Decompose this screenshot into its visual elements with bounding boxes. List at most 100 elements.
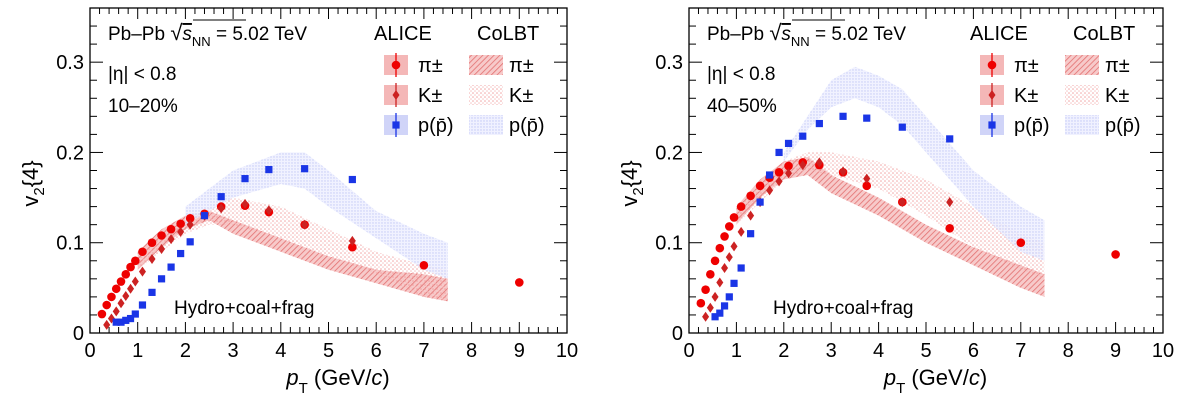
y-tick-label: 0.2 [56,142,84,164]
proton-point [784,139,793,148]
x-tick-label: 6 [371,340,382,362]
chart-panel-left: 0 1 2 3 4 5 6 7 8 9 10 0 0.1 0.2 0.3 pT (GeV/c) v2{4} Pb–… [18,7,578,397]
proton-point [112,318,120,326]
legend-model-label: π± [509,55,534,77]
model-band-pion [736,157,1045,297]
proton-point [815,119,823,128]
proton-point [148,288,156,296]
eta-cut-label: |η| < 0.8 [108,64,177,85]
kaon-point [898,197,906,208]
proton-point [737,264,745,272]
pion-point [774,168,784,177]
model-band-proton [185,152,448,279]
proton-point [200,212,209,220]
pion-point [784,161,793,171]
kaon-point [747,210,755,221]
legend-data-label: p(p̄) [418,115,454,137]
pion-point [715,243,725,253]
pion-point [945,223,954,233]
kaon-point [112,306,120,317]
proton-point [946,135,954,143]
model-label: Hydro+coal+frag [174,298,314,319]
legend-header-alice: ALICE [374,23,432,45]
model-band-kaon [137,197,448,302]
pion-point [696,298,706,308]
kaon-point [241,198,249,209]
x-tick-label: 8 [466,340,477,362]
kaon-point [725,252,733,263]
kaon-point [138,266,146,277]
legend-kaon-marker [988,90,996,100]
pion-point [121,270,131,279]
pion-point [176,219,185,229]
x-tick-label: 0 [84,340,95,362]
pion-point [185,214,195,223]
pion-point [729,213,739,222]
x-tick-label: 3 [228,340,239,362]
legend-data-label: π± [418,55,443,77]
y-tick-label: 0.2 [655,142,683,164]
pion-point [157,231,166,240]
legend-kaon-marker [392,90,400,100]
pion-point [116,277,126,286]
kaon-point [737,226,745,237]
proton-point [241,175,249,183]
legend-model-swatch [1065,115,1099,135]
legend-model-swatch [1065,55,1099,75]
x-tick-label: 3 [826,340,837,362]
model-label: Hydro+coal+frag [773,298,913,319]
kaon-point [946,197,954,208]
proton-point [301,165,309,173]
proton-point [898,123,906,131]
x-tick-label: 4 [275,340,286,362]
legend-header-colbt: CoLBT [1073,23,1135,45]
centrality-label: 40–50% [707,96,777,117]
chart-panel-right: 0 1 2 3 4 5 6 7 8 9 10 0 0.1 0.2 0.3 pT (GeV/c) v2{4} Pb–… [617,7,1174,397]
y-tick-label: 0.3 [655,52,683,74]
kaon-point [775,176,783,187]
pion-point [348,242,357,252]
y-tick-label: 0 [73,323,84,345]
x-tick-label: 7 [418,340,429,362]
proton-point [730,279,738,287]
kaon-point [127,283,135,294]
proton-point [775,148,783,157]
x-axis-title: pT (GeV/c) [285,365,389,397]
x-tick-label: 2 [180,340,191,362]
pion-point [720,232,729,241]
kaon-point [186,219,194,230]
x-tick-label: 0 [683,340,694,362]
pion-point [701,285,710,294]
pion-point [755,181,765,191]
proton-point [863,114,871,122]
centrality-label: 10–20% [108,96,178,117]
legend-data-label: π± [1014,55,1039,77]
model-band-pion [137,211,448,302]
kaon-point [799,160,807,171]
proton-point [186,238,194,246]
kaon-point [131,276,139,287]
kaon-point [815,157,823,168]
proton-point [348,175,356,184]
x-tick-label: 10 [556,340,578,362]
proton-point [177,249,185,258]
kaon-point [117,298,125,309]
pion-point [1016,238,1026,248]
kaon-point [766,185,774,196]
y-tick-label: 0.1 [56,233,84,255]
pion-point [166,224,176,234]
proton-point [138,301,147,309]
pion-point [147,238,157,248]
proton-point [157,275,166,283]
legend-proton-marker [392,121,400,129]
y-axis-title-group: v2{4} [18,160,48,206]
collision-system-label: Pb–Pb √sNN = 5.02 TeV [108,20,307,49]
proton-point [839,112,847,120]
pion-point [126,262,135,272]
kaon-point [103,319,111,330]
legend-model-label: K± [1105,85,1129,107]
legend-model-swatch [469,115,503,135]
proton-point [765,171,774,179]
x-tick-label: 5 [323,340,334,362]
proton-point [131,310,139,318]
